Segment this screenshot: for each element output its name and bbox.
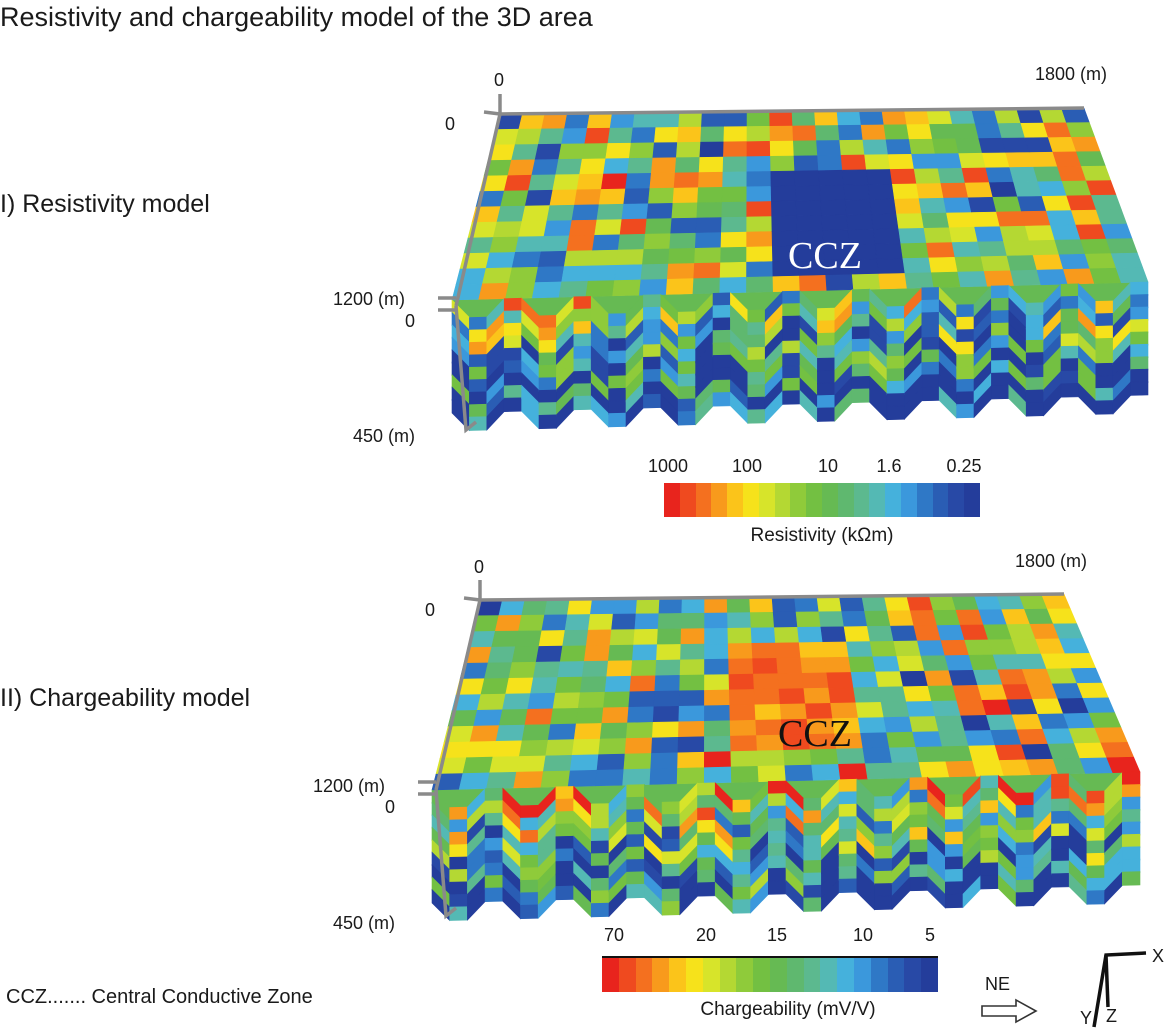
- ccz-label-chargeability: CCZ: [778, 713, 852, 755]
- colorbar-swatch: [932, 483, 949, 517]
- ccz-label-resistivity: CCZ: [788, 235, 862, 277]
- resistivity-z-end: 450 (m): [353, 426, 416, 446]
- colorbar-swatch: [711, 483, 728, 517]
- resistivity-y-end: 1200 (m): [333, 289, 406, 309]
- colorbar-swatch: [679, 483, 696, 517]
- colorbar-swatch: [769, 958, 787, 992]
- colorbar-swatch: [652, 958, 670, 992]
- chargeability-tick: 70: [603, 925, 625, 945]
- resistivity-tick: 1000: [647, 456, 689, 476]
- colorbar-swatch: [821, 483, 838, 517]
- colorbar-swatch: [758, 483, 775, 517]
- resistivity-tick: 1.6: [876, 456, 902, 476]
- axis-x-label: X: [1152, 946, 1165, 966]
- colorbar-swatch: [820, 958, 838, 992]
- colorbar-swatch: [742, 483, 759, 517]
- colorbar-swatch: [664, 483, 680, 517]
- direction-label: NE: [985, 974, 1011, 994]
- colorbar-swatch: [685, 958, 703, 992]
- chargeability-x-start: 0: [474, 557, 485, 577]
- chargeability-z-end: 450 (m): [333, 913, 396, 933]
- colorbar-swatch: [602, 958, 619, 992]
- colorbar-swatch: [870, 958, 888, 992]
- colorbar-swatch: [635, 958, 653, 992]
- colorbar-swatch: [695, 483, 712, 517]
- ccz-legend: CCZ....... Central Conductive Zone: [6, 986, 313, 1008]
- page-title: Resistivity and chargeability model of t…: [0, 2, 593, 32]
- colorbar-swatch: [790, 483, 807, 517]
- chargeability-tick: 10: [852, 925, 874, 945]
- chargeability-x-end: 1800 (m): [1015, 551, 1088, 571]
- colorbar-swatch: [900, 483, 917, 517]
- colorbar-swatch: [806, 483, 822, 517]
- chargeability-tick: 15: [766, 925, 788, 945]
- chargeability-colorbar-label: Chargeability (mV/V): [700, 999, 876, 1020]
- arrow-right-icon: [981, 998, 1038, 1024]
- resistivity-colorbar-label: Resistivity (kΩm): [750, 525, 894, 546]
- colorbar-swatch: [853, 483, 870, 517]
- resistivity-panel-label: I) Resistivity model: [0, 190, 210, 218]
- axes-triad-icon: [1092, 951, 1147, 1028]
- resistivity-y-top: 0: [445, 114, 456, 134]
- colorbar-swatch: [774, 483, 791, 517]
- colorbar-swatch: [618, 958, 636, 992]
- colorbar-swatch: [904, 958, 922, 992]
- chargeability-panel-label: II) Chargeability model: [0, 684, 251, 712]
- resistivity-z-top: 0: [405, 311, 416, 331]
- resistivity-x-end: 1800 (m): [1035, 64, 1108, 84]
- colorbar-swatch: [727, 483, 743, 517]
- colorbar-swatch: [803, 958, 821, 992]
- resistivity-tick: 0.25: [946, 456, 982, 476]
- chargeability-y-end: 1200 (m): [313, 776, 386, 796]
- colorbar-swatch: [702, 958, 720, 992]
- chargeability-tick: 5: [924, 925, 936, 945]
- resistivity-tick: 100: [731, 456, 763, 476]
- colorbar-swatch: [736, 958, 754, 992]
- axis-z-label: Z: [1106, 1006, 1117, 1026]
- chargeability-z-top: 0: [385, 797, 396, 817]
- resistivity-x-start: 0: [494, 70, 505, 90]
- colorbar-swatch: [964, 483, 980, 517]
- colorbar-swatch: [719, 958, 737, 992]
- colorbar-swatch: [853, 958, 871, 992]
- chargeability-y-top: 0: [425, 600, 436, 620]
- axis-y-label: Y: [1080, 1008, 1093, 1028]
- colorbar-swatch: [921, 958, 938, 992]
- chargeability-colorbar: [602, 956, 938, 992]
- colorbar-swatch: [869, 483, 886, 517]
- colorbar-swatch: [669, 958, 686, 992]
- colorbar-swatch: [948, 483, 965, 517]
- chargeability-tick: 20: [695, 925, 717, 945]
- colorbar-swatch: [786, 958, 804, 992]
- colorbar-swatch: [916, 483, 933, 517]
- colorbar-swatch: [885, 483, 901, 517]
- colorbar-swatch: [887, 958, 905, 992]
- colorbar-swatch: [837, 958, 854, 992]
- colorbar-swatch: [837, 483, 854, 517]
- colorbar-swatch: [753, 958, 770, 992]
- resistivity-colorbar: [664, 483, 980, 517]
- resistivity-tick: 10: [817, 456, 839, 476]
